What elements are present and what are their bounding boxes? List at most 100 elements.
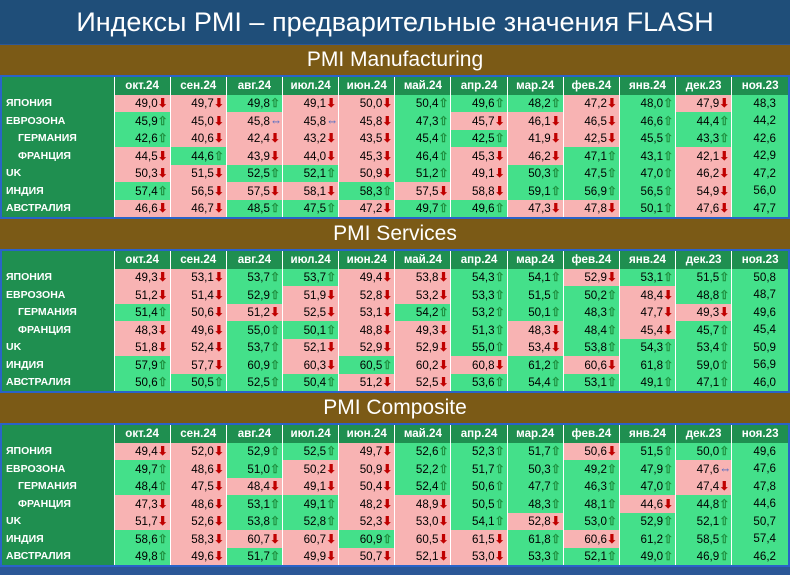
pmi-cell: 47,9⬇ bbox=[675, 94, 732, 112]
pmi-cell: 59,0⇧ bbox=[675, 356, 732, 374]
arrow-down-icon: ⬇ bbox=[213, 461, 224, 476]
pmi-value: 52,1 bbox=[584, 550, 607, 564]
pmi-cell: 53,0⬇ bbox=[394, 512, 451, 530]
arrow-down-icon: ⬇ bbox=[269, 131, 281, 146]
pmi-value: 60,8 bbox=[472, 358, 495, 372]
arrow-down-icon: ⬇ bbox=[326, 357, 337, 372]
table-row: ЯПОНИЯ 49,0⬇ 49,7⬇ 49,8⇧ 49,1⬇ 50,0⬇ 50,4⇧ 49,6… bbox=[2, 94, 788, 112]
pmi-cell: 50,0⬇ bbox=[338, 94, 395, 112]
pmi-cell: 47,7⇧ bbox=[506, 477, 564, 495]
arrow-up-icon: ⇧ bbox=[494, 375, 505, 390]
pmi-cell: 50,1⇧ bbox=[506, 303, 564, 321]
pmi-value: 61,8 bbox=[528, 532, 551, 546]
pmi-value: 57,9 bbox=[135, 358, 158, 372]
pmi-value: 47,3 bbox=[415, 114, 439, 128]
pmi-cell: 49,9⬇ bbox=[281, 547, 339, 565]
pmi-value: 48,3 bbox=[528, 497, 551, 511]
pmi-value: 52,5 bbox=[247, 167, 270, 181]
country-label: ЕВРОЗОНА bbox=[2, 112, 115, 130]
pmi-cell: 50,3⬇ bbox=[113, 164, 171, 182]
pmi-value: 49,3 bbox=[415, 323, 439, 337]
header-corner bbox=[2, 77, 115, 95]
pmi-value: 46,4 bbox=[415, 149, 439, 163]
pmi-value: 50,0 bbox=[696, 445, 720, 459]
pmi-cell: 54,2⇧ bbox=[394, 303, 451, 321]
pmi-value: 49,4 bbox=[359, 271, 383, 285]
pmi-table: окт.24 сен.24 авг.24 июл.24 июн.24 май.24 апр.… bbox=[2, 251, 788, 391]
pmi-cell: 46,7⬇ bbox=[169, 199, 227, 217]
pmi-cell: 42,5⬇ bbox=[562, 129, 620, 147]
arrow-up-icon: ⇧ bbox=[494, 496, 505, 511]
pmi-cell: 50,9 bbox=[731, 338, 788, 356]
arrow-up-icon: ⇧ bbox=[606, 322, 617, 337]
pmi-value: 51,0 bbox=[247, 462, 270, 476]
pmi-cell: 45,5⇧ bbox=[618, 129, 676, 147]
pmi-cell: 50,6⇧ bbox=[450, 477, 508, 495]
pmi-value: 53,3 bbox=[528, 550, 551, 564]
pmi-value: 48,6 bbox=[191, 497, 214, 511]
pmi-value: 44,6 bbox=[191, 149, 214, 163]
arrow-up-icon: ⇧ bbox=[663, 166, 674, 181]
pmi-cell: 53,0⇧ bbox=[562, 512, 620, 530]
table-row: ГЕРМАНИЯ 51,4⇧ 50,6⬇ 51,2⬇ 52,5⬇ 53,1⬇ 54,2⇧ 53… bbox=[2, 303, 788, 321]
pmi-cell: 42,6⇧ bbox=[113, 129, 171, 147]
pmi-value: 52,6 bbox=[191, 515, 214, 529]
pmi-cell: 46,9⇧ bbox=[675, 547, 732, 565]
pmi-cell: 45,8⇔ bbox=[281, 112, 339, 130]
pmi-value: 51,7 bbox=[135, 515, 158, 529]
pmi-value: 48,4 bbox=[247, 480, 270, 494]
pmi-value: 43,3 bbox=[696, 132, 720, 146]
pmi-cell: 49,1⇧ bbox=[281, 495, 339, 513]
arrow-down-icon: ⬇ bbox=[606, 531, 617, 546]
pmi-value: 60,3 bbox=[303, 358, 327, 372]
pmi-cell: 53,3⇧ bbox=[450, 286, 508, 304]
pmi-value: 52,9 bbox=[584, 271, 607, 285]
pmi-cell: 48,2⇧ bbox=[506, 94, 564, 112]
arrow-up-icon: ⇧ bbox=[494, 305, 505, 320]
pmi-value: 42,5 bbox=[472, 132, 495, 146]
arrow-down-icon: ⬇ bbox=[213, 322, 224, 337]
pmi-value: 52,2 bbox=[415, 462, 439, 476]
arrow-up-icon: ⇧ bbox=[550, 183, 561, 198]
arrow-down-icon: ⬇ bbox=[326, 479, 337, 494]
arrow-down-icon: ⬇ bbox=[606, 131, 617, 146]
pmi-value: 48,3 bbox=[584, 306, 607, 320]
arrow-down-icon: ⬇ bbox=[606, 113, 617, 128]
pmi-value: 42,6 bbox=[135, 132, 158, 146]
arrow-down-icon: ⬇ bbox=[719, 201, 730, 216]
pmi-value: 43,1 bbox=[640, 149, 664, 163]
month-header: сен.24 bbox=[169, 77, 227, 95]
pmi-value: 54,1 bbox=[528, 271, 551, 285]
arrow-down-icon: ⬇ bbox=[494, 183, 505, 198]
section-composite: PMI Composite окт.24 сен.24 авг.24 июл.24 ию… bbox=[0, 393, 790, 567]
pmi-value: 53,1 bbox=[584, 376, 607, 390]
pmi-cell: 49,6⬇ bbox=[169, 547, 227, 565]
pmi-value: 45,8 bbox=[247, 114, 270, 128]
month-header: дек.23 bbox=[675, 77, 732, 95]
pmi-value: 47,9 bbox=[696, 97, 720, 111]
arrow-down-icon: ⬇ bbox=[438, 496, 449, 511]
pmi-cell: 57,4⇧ bbox=[113, 182, 171, 200]
pmi-cell: 47,8⬇ bbox=[562, 199, 620, 217]
pmi-cell: 52,9⇧ bbox=[225, 286, 283, 304]
arrow-up-icon: ⇧ bbox=[382, 531, 393, 546]
pmi-cell: 50,4⬇ bbox=[338, 477, 395, 495]
pmi-cell: 51,9⬇ bbox=[281, 286, 339, 304]
pmi-value: 45,8 bbox=[303, 114, 327, 128]
pmi-cell: 60,2⬇ bbox=[394, 356, 451, 374]
header-corner bbox=[2, 251, 115, 269]
pmi-cell: 52,5⇧ bbox=[225, 373, 283, 391]
arrow-down-icon: ⬇ bbox=[382, 322, 393, 337]
month-header: авг.24 bbox=[225, 77, 283, 95]
arrow-down-icon: ⬇ bbox=[213, 340, 224, 355]
pmi-value: 47,5 bbox=[303, 202, 327, 216]
pmi-cell: 53,1⬇ bbox=[169, 268, 227, 286]
pmi-cell: 47,5⇧ bbox=[562, 164, 620, 182]
pmi-value: 53,0 bbox=[415, 515, 439, 529]
pmi-value: 44,5 bbox=[135, 149, 158, 163]
country-label: ЯПОНИЯ bbox=[2, 442, 115, 460]
arrow-down-icon: ⬇ bbox=[438, 531, 449, 546]
arrow-down-icon: ⬇ bbox=[382, 549, 393, 564]
pmi-cell: 42,9 bbox=[731, 147, 788, 165]
arrow-down-icon: ⬇ bbox=[326, 340, 337, 355]
